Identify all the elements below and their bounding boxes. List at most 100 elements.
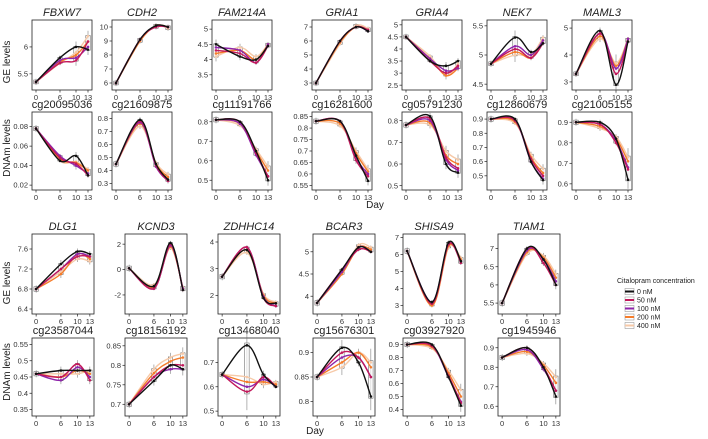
- y-tick-label: 0.45: [13, 373, 28, 382]
- panel-title: cg05791230: [402, 99, 463, 111]
- point-400-nm: [262, 383, 265, 386]
- x-tick-label: 13: [364, 93, 372, 102]
- point-200-nm: [74, 53, 78, 57]
- x-tick-label: 6: [525, 419, 529, 428]
- point-400-nm: [166, 173, 170, 176]
- panel-title: cg12860679: [487, 99, 548, 111]
- point-0-nm: [154, 162, 158, 166]
- panel-frame: [311, 19, 373, 91]
- point-200-nm: [554, 381, 558, 385]
- y-tick-label: 6: [490, 281, 494, 290]
- x-tick-label: 10: [539, 317, 547, 326]
- y-tick-label: 0.7: [198, 137, 208, 146]
- point-0-nm: [245, 344, 249, 347]
- x-tick-label: 13: [86, 317, 94, 326]
- point-0-nm: [404, 123, 408, 127]
- panel-title: cg13468040: [219, 325, 280, 337]
- x-tick-label: 10: [252, 93, 260, 102]
- point-200-nm: [169, 360, 172, 363]
- y-tick-label: 5: [305, 247, 309, 256]
- y-tick-label: 4: [395, 284, 399, 293]
- series-line-0-nm: [35, 250, 91, 290]
- panel-bottom-tiam1: TIAM1 5.5 6 6.5 7 0 6 10 13: [484, 221, 561, 326]
- x-tick-label: 13: [272, 419, 280, 428]
- x-tick-label: 0: [34, 193, 38, 202]
- point-400-nm: [59, 270, 63, 273]
- point-0-nm: [459, 404, 463, 407]
- legend-label-100-nm: 100 nM: [637, 306, 661, 313]
- y-tick-label: 0.7: [484, 382, 494, 391]
- series-line-0-nm: [35, 45, 89, 83]
- point-0-nm: [542, 365, 545, 369]
- x-tick-label: 0: [127, 317, 131, 326]
- y-tick-label: 6.4: [18, 305, 28, 314]
- box: [180, 352, 186, 371]
- x-tick-label: 10: [442, 193, 450, 202]
- x-tick-label: 13: [539, 93, 547, 102]
- point-0-nm: [525, 247, 529, 250]
- point-50-nm: [152, 287, 156, 290]
- y-tick-label: 4: [305, 292, 309, 301]
- y-tick-label: 0.3: [98, 179, 108, 188]
- point-0-nm: [366, 179, 370, 183]
- x-tick-label: 10: [152, 193, 160, 202]
- point-200-nm: [86, 169, 90, 172]
- point-400-nm: [86, 34, 90, 38]
- panel-top-gria4: GRIA4 2.5 3 3.5 4 4.5 5 0 6 10 13: [388, 7, 463, 102]
- point-400-nm: [626, 155, 630, 159]
- y-tick-label: 0.7: [298, 147, 308, 156]
- x-tick-label: 10: [442, 93, 450, 102]
- point-0-nm: [500, 301, 504, 305]
- y-tick-label: 4.5: [473, 80, 483, 89]
- y-tick-label: 4.5: [198, 40, 208, 49]
- y-tick-label: 0.85: [106, 341, 121, 350]
- point-0-nm: [86, 48, 90, 51]
- point-0-nm: [166, 25, 170, 29]
- point-0-nm: [315, 301, 319, 305]
- point-50-nm: [529, 56, 533, 60]
- y-tick-label: 0.6: [473, 157, 483, 166]
- panel-title: cg23587044: [33, 325, 94, 337]
- y-tick-label: 4: [210, 238, 214, 247]
- point-0-nm: [214, 118, 218, 122]
- panel-frame: [31, 19, 93, 91]
- legend-title: Citalopram concentration: [617, 278, 695, 285]
- point-50-nm: [614, 141, 618, 145]
- point-200-nm: [554, 276, 558, 279]
- point-50-nm: [456, 64, 460, 68]
- point-0-nm: [314, 119, 318, 123]
- x-tick-label: 0: [34, 419, 38, 428]
- point-50-nm: [88, 378, 92, 382]
- point-0-nm: [86, 174, 90, 177]
- point-0-nm: [76, 369, 79, 372]
- point-0-nm: [76, 250, 79, 253]
- point-200-nm: [357, 351, 360, 354]
- point-0-nm: [574, 120, 578, 124]
- point-0-nm: [529, 50, 533, 54]
- x-tick-label: 0: [405, 317, 409, 326]
- y-tick-label: 5: [564, 24, 568, 33]
- y-tick-label: 10: [100, 23, 108, 32]
- x-tick-label: 13: [272, 317, 280, 326]
- y-tick-label: 0.8: [198, 117, 208, 126]
- x-tick-label: 13: [364, 193, 372, 202]
- panel-frame: [402, 337, 466, 417]
- y-tick-label: 4: [394, 45, 398, 54]
- series-line-0-nm: [115, 119, 169, 181]
- x-tick-label: 0: [404, 193, 408, 202]
- y-tick-label: 0.6: [484, 402, 494, 411]
- panel-frame: [111, 19, 173, 91]
- point-50-nm: [74, 162, 78, 165]
- point-400-nm: [554, 272, 558, 276]
- y-tick-label: 0.55: [293, 181, 308, 190]
- panel-title: SHISA9: [414, 221, 453, 233]
- x-tick-label: 6: [340, 317, 344, 326]
- x-tick-label: 6: [245, 317, 249, 326]
- y-tick-label: 3.5: [388, 57, 398, 66]
- point-0-nm: [430, 300, 434, 304]
- x-tick-label: 13: [86, 419, 94, 428]
- point-0-nm: [238, 55, 242, 58]
- point-0-nm: [405, 343, 409, 346]
- point-200-nm: [214, 52, 218, 55]
- point-50-nm: [357, 248, 360, 251]
